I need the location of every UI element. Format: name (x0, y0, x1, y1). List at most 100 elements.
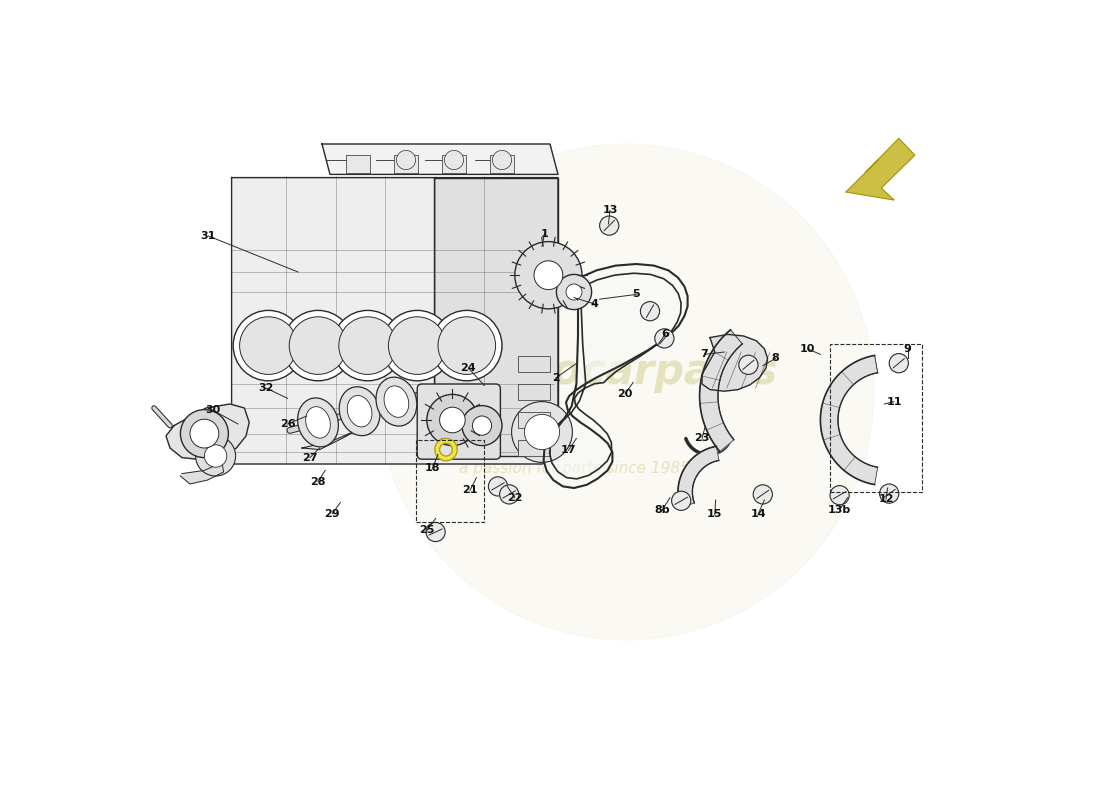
Text: 1: 1 (540, 229, 548, 238)
Text: 24: 24 (461, 363, 476, 373)
Text: eurocarparts: eurocarparts (474, 351, 778, 393)
Circle shape (240, 317, 297, 374)
Circle shape (600, 216, 619, 235)
Circle shape (830, 486, 849, 505)
Circle shape (472, 416, 492, 435)
Circle shape (499, 485, 519, 504)
Ellipse shape (376, 377, 417, 426)
Circle shape (233, 310, 304, 381)
Circle shape (512, 402, 572, 462)
Text: 20: 20 (617, 389, 632, 398)
Text: 23: 23 (694, 434, 710, 443)
Circle shape (205, 445, 227, 467)
Circle shape (396, 150, 416, 170)
Polygon shape (166, 404, 250, 460)
Text: 21: 21 (462, 486, 477, 495)
Polygon shape (700, 330, 743, 451)
Bar (518, 440, 550, 456)
Text: 32: 32 (258, 383, 274, 393)
Circle shape (672, 491, 691, 510)
Polygon shape (543, 264, 688, 488)
Circle shape (534, 261, 563, 290)
Polygon shape (322, 144, 558, 174)
Text: 26: 26 (279, 419, 296, 429)
Polygon shape (846, 138, 915, 200)
Bar (442, 155, 466, 173)
Circle shape (488, 477, 507, 496)
Text: 2: 2 (552, 373, 560, 382)
Text: 15: 15 (707, 510, 723, 519)
Circle shape (515, 242, 582, 309)
Ellipse shape (348, 395, 372, 427)
Text: 31: 31 (200, 231, 216, 241)
Circle shape (739, 355, 758, 374)
Circle shape (889, 354, 909, 373)
Text: 18: 18 (425, 463, 440, 473)
Circle shape (525, 414, 560, 450)
Circle shape (190, 419, 219, 448)
Text: 5: 5 (632, 290, 640, 299)
Bar (518, 356, 550, 372)
Circle shape (640, 302, 660, 321)
FancyBboxPatch shape (417, 384, 500, 459)
Circle shape (754, 485, 772, 504)
Circle shape (880, 484, 899, 503)
Circle shape (566, 284, 582, 300)
Polygon shape (702, 334, 768, 391)
Circle shape (332, 310, 403, 381)
Circle shape (382, 310, 452, 381)
Text: 22: 22 (507, 493, 522, 502)
Polygon shape (821, 355, 878, 485)
Circle shape (438, 317, 496, 374)
Text: 27: 27 (302, 453, 318, 462)
Text: a passion for parts since 1985: a passion for parts since 1985 (459, 461, 690, 475)
Text: 14: 14 (750, 510, 766, 519)
Text: 11: 11 (887, 397, 902, 406)
Circle shape (462, 406, 502, 446)
Circle shape (378, 144, 874, 640)
Bar (394, 155, 418, 173)
Bar (830, 344, 922, 492)
Text: 12: 12 (878, 494, 893, 504)
Text: 6: 6 (661, 330, 669, 339)
Circle shape (339, 317, 396, 374)
Polygon shape (678, 446, 718, 508)
Circle shape (654, 329, 674, 348)
Bar (518, 412, 550, 428)
Polygon shape (434, 178, 558, 456)
Polygon shape (302, 430, 356, 450)
Ellipse shape (306, 406, 330, 438)
Ellipse shape (298, 398, 339, 447)
Ellipse shape (384, 386, 409, 418)
Circle shape (444, 150, 463, 170)
Bar (346, 155, 370, 173)
Polygon shape (180, 462, 223, 484)
Text: 28: 28 (310, 477, 326, 486)
Circle shape (557, 274, 592, 310)
Text: 8: 8 (772, 354, 780, 363)
Circle shape (283, 310, 353, 381)
Circle shape (289, 317, 346, 374)
Polygon shape (232, 178, 558, 464)
Circle shape (388, 317, 446, 374)
Text: 9: 9 (904, 344, 912, 354)
Ellipse shape (339, 386, 380, 436)
Text: 13b: 13b (828, 505, 851, 514)
Circle shape (440, 407, 465, 433)
Text: 13: 13 (603, 206, 618, 215)
Bar (490, 155, 514, 173)
Circle shape (431, 310, 502, 381)
Circle shape (180, 410, 229, 458)
Text: 4: 4 (591, 299, 598, 309)
Circle shape (196, 436, 235, 476)
Text: 29: 29 (324, 509, 340, 518)
Text: 10: 10 (800, 344, 815, 354)
Text: 7: 7 (701, 350, 708, 359)
Bar (416, 440, 484, 522)
Text: 25: 25 (419, 526, 435, 535)
Text: 8b: 8b (654, 506, 670, 515)
Circle shape (427, 394, 478, 446)
Text: 30: 30 (206, 406, 221, 415)
Bar (518, 384, 550, 400)
Text: 17: 17 (561, 446, 576, 455)
